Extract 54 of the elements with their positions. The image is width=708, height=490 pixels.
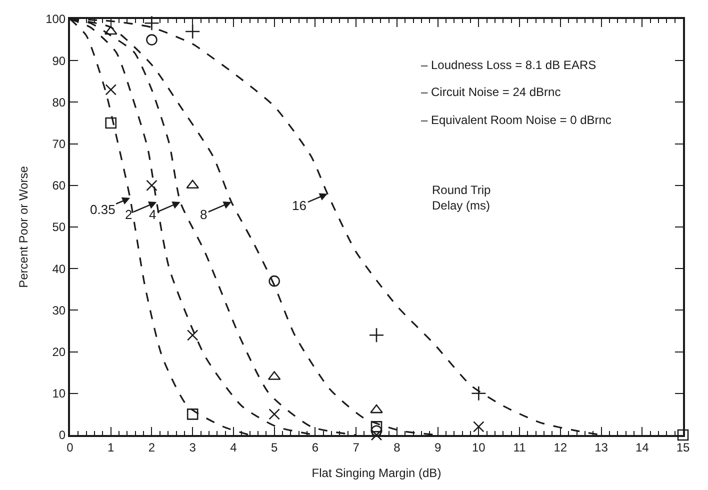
point (105, 84, 117, 96)
y-tick-label: 50 (52, 220, 66, 234)
point (146, 34, 158, 46)
x-tick-label: 14 (635, 440, 650, 454)
y-tick-label: 100 (46, 12, 66, 26)
point (473, 421, 484, 432)
point (370, 404, 383, 414)
point (105, 117, 117, 129)
x-tick-label: 15 (676, 440, 690, 454)
y-tick-label: 30 (52, 303, 66, 318)
x-tick-label: 2 (148, 440, 156, 454)
y-axis-title: Percent Poor or Worse (16, 166, 30, 288)
point (186, 408, 198, 420)
point (186, 330, 198, 341)
x-axis-title: Flat Singing Margin (dB) (312, 466, 442, 480)
annotation: Round Trip Delay (ms) (432, 183, 492, 213)
annotation: 0.35 (90, 202, 116, 217)
point (368, 328, 384, 343)
point (677, 429, 689, 441)
y-tick-label: 10 (52, 386, 66, 401)
y-tick-label: 70 (52, 137, 66, 151)
point (186, 180, 200, 189)
x-tick-label: 5 (270, 440, 278, 454)
annotation: – Equivalent Room Noise = 0 dBrnc (421, 113, 612, 127)
x-tick-label: 3 (189, 440, 196, 454)
point (146, 180, 158, 192)
x-tick-label: 4 (230, 440, 238, 454)
x-tick-label: 1 (108, 440, 115, 454)
x-tick-label: 10 (472, 440, 486, 454)
x-tick-label: 8 (394, 440, 401, 454)
x-tick-label: 12 (554, 440, 568, 454)
point (268, 408, 280, 420)
y-tick-label: 60 (52, 178, 66, 193)
annotation: – Loudness Loss = 8.1 dB EARS (421, 58, 596, 72)
x-tick-label: 7 (352, 440, 360, 454)
x-tick-label: 6 (312, 440, 319, 454)
point (370, 421, 382, 432)
x-tick-label: 11 (513, 440, 526, 454)
annotation: 2 (125, 207, 132, 222)
annotation: 8 (200, 207, 208, 222)
annotation: 16 (292, 198, 306, 213)
x-tick-label: 9 (434, 440, 442, 454)
point (471, 386, 486, 402)
y-tick-label: 0 (58, 428, 66, 442)
annotation: 4 (149, 207, 156, 222)
point (184, 24, 200, 40)
y-tick-label: 80 (52, 95, 66, 110)
point (268, 275, 280, 287)
y-tick-label: 90 (52, 54, 66, 68)
annotation: – Circuit Noise = 24 dBrnc (421, 85, 561, 99)
y-tick-label: 20 (52, 345, 66, 359)
point (104, 26, 118, 35)
x-tick-label: 13 (594, 440, 608, 454)
y-tick-label: 40 (52, 262, 66, 276)
